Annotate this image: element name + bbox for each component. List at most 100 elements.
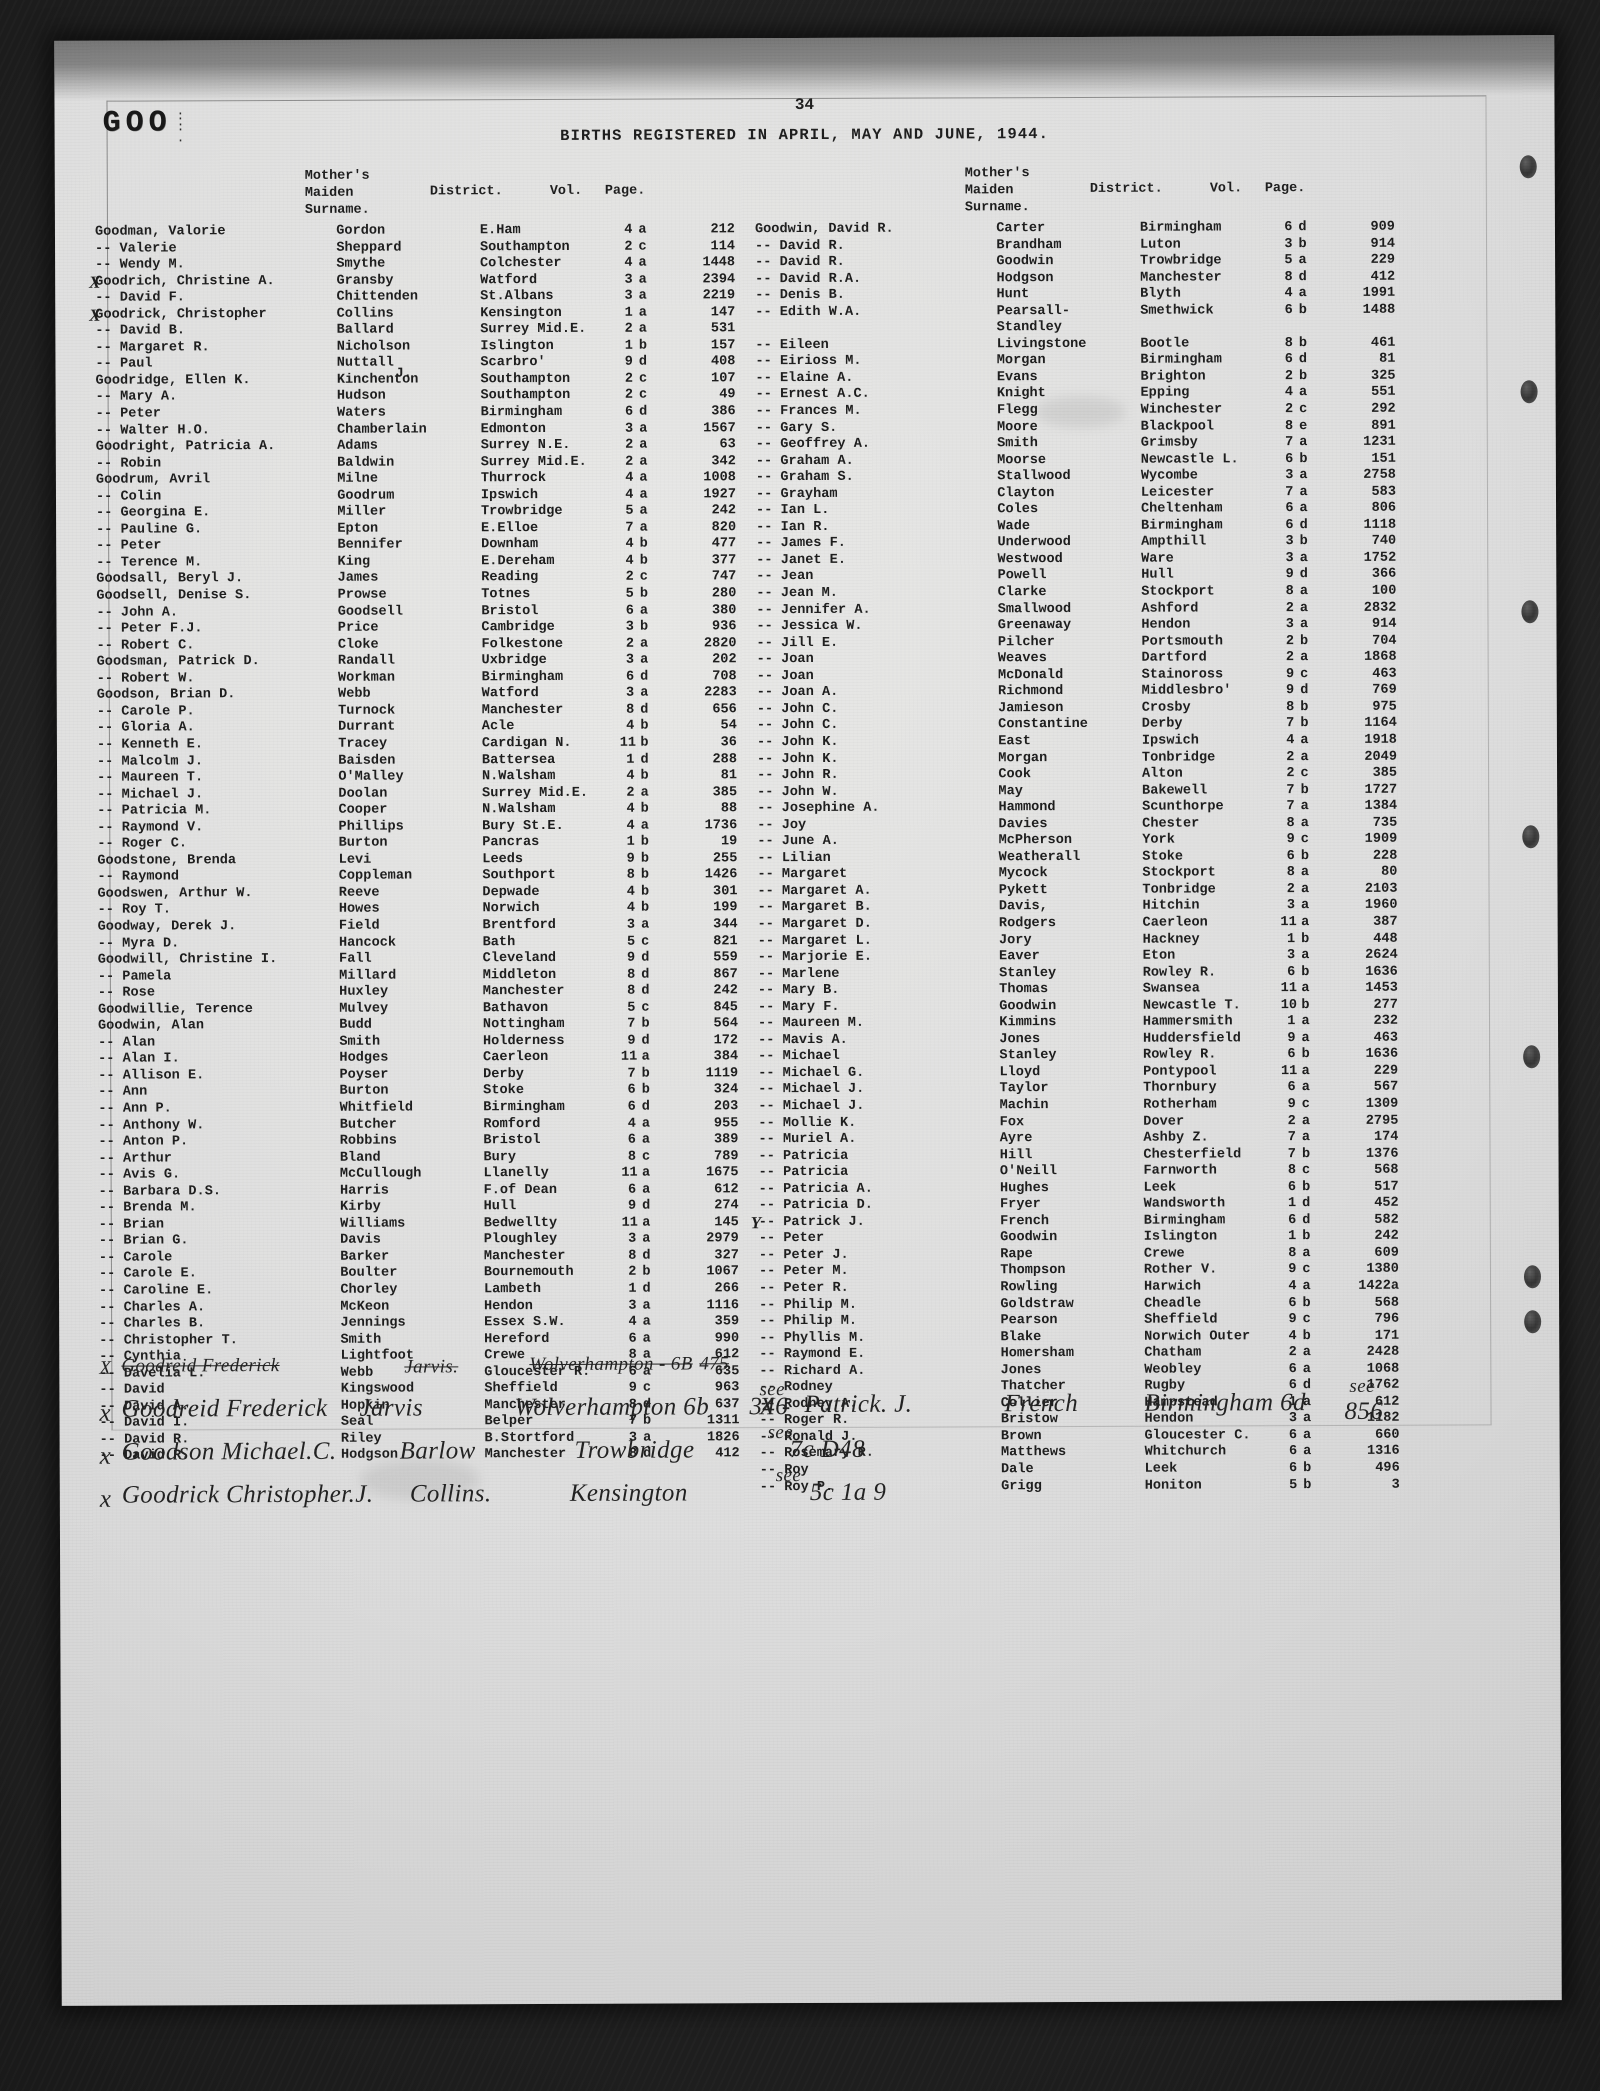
- table-row[interactable]: -- Jessica W. Greenaway Hendon 3 a 914: [756, 617, 1396, 636]
- entry-vol-letter: a: [1299, 600, 1309, 616]
- table-row[interactable]: -- Denis B. Hunt Blyth 4 a 1991: [755, 286, 1395, 305]
- entry-page: 496: [1375, 1460, 1400, 1476]
- entry-vol-letter: a: [1301, 948, 1310, 964]
- table-row[interactable]: -- Rose Huxley Manchester 8 d 242: [98, 983, 738, 1002]
- entry-name: -- Robin: [95, 456, 162, 472]
- entry-mothers-maiden-surname: Jones: [1000, 1362, 1042, 1378]
- table-row[interactable]: -- John K. East Ipswich 4 a 1918: [757, 733, 1397, 752]
- table-row[interactable]: -- Maureen T. O'Malley N.Walsham 4 b 81: [97, 768, 737, 787]
- entry-name: Goodrick, Christopher: [95, 306, 267, 323]
- entry-vol-letter: c: [641, 934, 650, 950]
- entry-mothers-maiden-surname: Brown: [1000, 1429, 1042, 1445]
- entry-mothers-maiden-surname: Baisden: [338, 753, 396, 769]
- entry-district: Rother V.: [1143, 1262, 1218, 1279]
- table-row[interactable]: -- Raymond E. Homersham Chatham 2 a 2428: [759, 1345, 1399, 1364]
- entry-vol-number: 3: [1285, 551, 1294, 567]
- entry-district: Stoke: [1142, 849, 1184, 865]
- entry-district: Alton: [1141, 766, 1183, 782]
- entry-name: -- Raymond: [97, 869, 180, 886]
- table-row[interactable]: Goodman, Valorie Gordon E.Ham 4 a 212: [95, 222, 735, 241]
- entry-name: -- Mary B.: [757, 983, 840, 999]
- table-row[interactable]: Goodwin, David R. Carter Birmingham 6 d 909: [755, 220, 1395, 239]
- table-row[interactable]: -- David R. Goodwin Trowbridge 5 a 229: [755, 253, 1395, 272]
- entry-vol-number: 4: [1284, 385, 1294, 401]
- table-row[interactable]: -- Patricia O'Neill Farnworth 8 c 568: [759, 1163, 1399, 1182]
- entry-mothers-maiden-surname: McKeon: [340, 1299, 390, 1315]
- table-row[interactable]: -- Peter Waters Birmingham 6 d 386: [96, 404, 736, 423]
- entry-district: Bathavon: [482, 1000, 549, 1016]
- table-row[interactable]: -- Wendy M. Smythe Colchester 4 a 1448: [95, 255, 735, 274]
- table-row[interactable]: -- Patricia M. Cooper N.Walsham 4 b 88: [97, 801, 737, 820]
- entry-page: 157: [710, 338, 736, 354]
- entry-district: Smethwick: [1140, 303, 1214, 319]
- table-row[interactable]: -- Josephine A. Hammond Scunthorpe 7 a 1384: [757, 799, 1397, 818]
- entry-page: 172: [713, 1033, 739, 1049]
- entry-name: -- James F.: [756, 536, 846, 552]
- table-row[interactable]: -- Jean M. Clarke Stockport 8 a 100: [756, 584, 1396, 603]
- entry-vol-letter: d: [642, 1248, 651, 1264]
- table-row[interactable]: Goodwill, Christine I. Fall Cleveland 9 d 559: [98, 950, 738, 969]
- entry-district: Uxbridge: [481, 653, 547, 669]
- table-row[interactable]: -- Avis G. McCullough Llanelly 11 a 1675: [99, 1165, 739, 1184]
- entry-page: 567: [1373, 1080, 1399, 1096]
- entry-vol-letter: a: [1301, 1030, 1310, 1046]
- entry-vol-letter: b: [640, 735, 649, 751]
- entry-district: York: [1142, 832, 1175, 848]
- table-row[interactable]: -- Charles B. Jennings Essex S.W. 4 a 359: [99, 1314, 739, 1333]
- entry-page: 49: [719, 387, 736, 403]
- table-row[interactable]: -- Kenneth E. Tracey Cardigan N. 11 b 36: [97, 735, 737, 754]
- entry-vol-letter: d: [1299, 567, 1308, 583]
- entry-vol-number: 3: [624, 272, 633, 288]
- table-row[interactable]: -- John R. Cook Alton 2 c 385: [757, 766, 1397, 785]
- table-row[interactable]: Goodway, Derek J. Field Brentford 3 a 344: [98, 917, 738, 936]
- entry-mothers-maiden-surname: O'Malley: [338, 769, 404, 785]
- entry-vol-letter: b: [640, 768, 649, 784]
- table-row[interactable]: -- Caroline E. Chorley Lambeth 1 d 266: [99, 1281, 739, 1300]
- entry-mothers-maiden-surname: Ayre: [999, 1131, 1033, 1147]
- entry-vol-number: 7: [1285, 484, 1294, 500]
- table-row[interactable]: -- Marjorie E. Eaver Eton 3 a 2624: [758, 948, 1398, 967]
- entry-name: -- Patricia M.: [97, 803, 212, 819]
- table-row[interactable]: -- Muriel A. Ayre Ashby Z. 7 a 174: [758, 1130, 1398, 1149]
- punch-hole: [1522, 825, 1540, 849]
- entry-page: 366: [1371, 567, 1397, 583]
- entry-vol-letter: a: [1301, 1080, 1310, 1096]
- entry-name: -- Janet E.: [756, 552, 846, 569]
- entry-vol-number: 6: [1285, 517, 1294, 534]
- table-row[interactable]: -- Ann P. Whitfield Birmingham 6 d 203: [98, 1099, 738, 1118]
- entry-name: -- Muriel A.: [758, 1131, 857, 1148]
- entry-page: 114: [710, 238, 736, 254]
- table-row[interactable]: -- Philip M. Pearson Sheffield 9 c 796: [759, 1312, 1399, 1331]
- entry-name: -- Patricia D.: [758, 1198, 873, 1214]
- entry-district: Winchester: [1140, 402, 1223, 418]
- entry-mothers-maiden-surname: Webb: [337, 686, 371, 703]
- entry-vol-letter: d: [642, 1281, 651, 1297]
- entry-vol-letter: a: [1300, 749, 1309, 765]
- table-row[interactable]: -- Peter F.J. Price Cambridge 3 b 936: [96, 619, 736, 638]
- entry-page: 1918: [1364, 732, 1397, 748]
- entry-district: Manchester: [1140, 270, 1222, 286]
- entry-district: Birmingham: [483, 1099, 565, 1116]
- entry-vol-number: 5: [1289, 1477, 1298, 1493]
- table-row[interactable]: -- Margaret D. Rodgers Caerleon 11 a 387: [758, 915, 1398, 934]
- table-row[interactable]: -- Anton P. Robbins Bristol 6 a 389: [98, 1132, 738, 1151]
- entry-vol-number: 3: [628, 1232, 637, 1248]
- entry-page: 806: [1371, 501, 1397, 517]
- table-row[interactable]: -- Mary B. Thomas Swansea 11 a 1453: [758, 981, 1398, 1000]
- entry-page: 1309: [1365, 1096, 1399, 1112]
- entry-page: 1567: [703, 420, 736, 436]
- table-row[interactable]: -- David F. Chittenden St.Albans 3 a 2219: [95, 288, 735, 307]
- entry-name: -- Frances M.: [755, 403, 862, 420]
- entry-vol-letter: a: [641, 917, 650, 933]
- entry-district: Cheadle: [1143, 1296, 1202, 1312]
- table-row[interactable]: -- Frances M. Flegg Winchester 2 c 292: [756, 402, 1396, 421]
- table-row[interactable]: -- Michael J. Machin Rotherham 9 c 1309: [758, 1097, 1398, 1116]
- table-row[interactable]: Goodright, Patricia A. Adams Surrey N.E. 2 a…: [96, 437, 736, 456]
- entry-district: Birmingham: [1140, 352, 1222, 369]
- entry-district: Llanelly: [483, 1166, 549, 1182]
- table-row[interactable]: -- Peter R. Rowling Harwich 4 a 1422a: [759, 1279, 1399, 1298]
- entry-name: -- Mary F.: [757, 999, 840, 1015]
- table-row[interactable]: -- Geoffrey A. Smith Grimsby 7 a 1231: [756, 435, 1396, 454]
- table-row[interactable]: Goodsell, Denise S. Prowse Totnes 5 b 280: [96, 586, 736, 605]
- entry-vol-number: 7: [1286, 799, 1295, 815]
